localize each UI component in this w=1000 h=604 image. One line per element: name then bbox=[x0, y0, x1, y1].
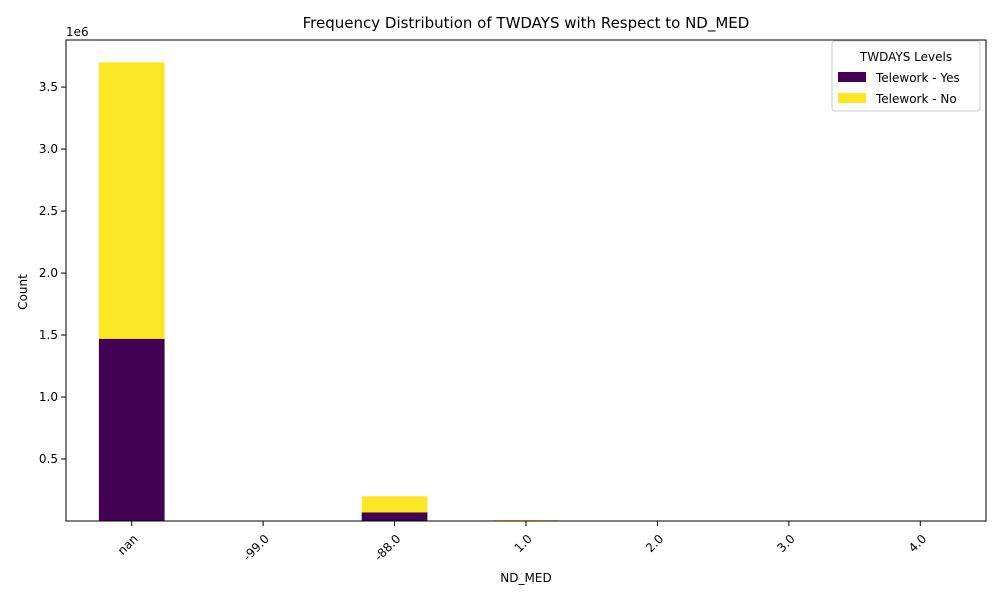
bar-segment bbox=[362, 496, 428, 512]
y-axis-offset-label: 1e6 bbox=[66, 25, 89, 39]
x-tick-label: 3.0 bbox=[774, 532, 797, 555]
bar-segment bbox=[99, 339, 165, 521]
legend-label: Telework - Yes bbox=[875, 71, 960, 85]
legend: TWDAYS Levels Telework - Yes Telework - N… bbox=[832, 41, 980, 111]
y-tick-label: 3.5 bbox=[39, 80, 58, 94]
x-tick-label: 1.0 bbox=[512, 532, 535, 555]
chart-title: Frequency Distribution of TWDAYS with Re… bbox=[303, 14, 750, 33]
x-tick-label: 4.0 bbox=[906, 532, 929, 555]
y-tick-label: 1.5 bbox=[39, 328, 58, 342]
legend-swatch bbox=[838, 72, 866, 82]
y-tick-label: 1.0 bbox=[39, 390, 58, 404]
bar-segment bbox=[362, 512, 428, 521]
x-tick-label: 2.0 bbox=[643, 532, 666, 555]
plot-frame bbox=[66, 40, 986, 521]
x-tick-label: -88.0 bbox=[372, 532, 404, 564]
bars-layer bbox=[99, 62, 559, 521]
legend-title: TWDAYS Levels bbox=[859, 50, 952, 64]
legend-swatch bbox=[838, 93, 866, 103]
bar-segment bbox=[99, 62, 165, 338]
y-tick-label: 2.0 bbox=[39, 266, 58, 280]
y-tick-label: 0.5 bbox=[39, 452, 58, 466]
x-tick-label: -99.0 bbox=[240, 532, 272, 564]
x-tick-label: nan bbox=[115, 532, 141, 558]
ticks-layer: nan -99.0 -88.0 1.0 2.0 3.0 4.0 0.5 1.0 1.5 2.0 2.5… bbox=[39, 80, 929, 563]
y-tick-label: 2.5 bbox=[39, 204, 58, 218]
y-axis-label: Count bbox=[16, 274, 30, 310]
y-tick-label: 3.0 bbox=[39, 142, 58, 156]
legend-label: Telework - No bbox=[875, 92, 957, 106]
x-axis-label: ND_MED bbox=[500, 571, 551, 585]
